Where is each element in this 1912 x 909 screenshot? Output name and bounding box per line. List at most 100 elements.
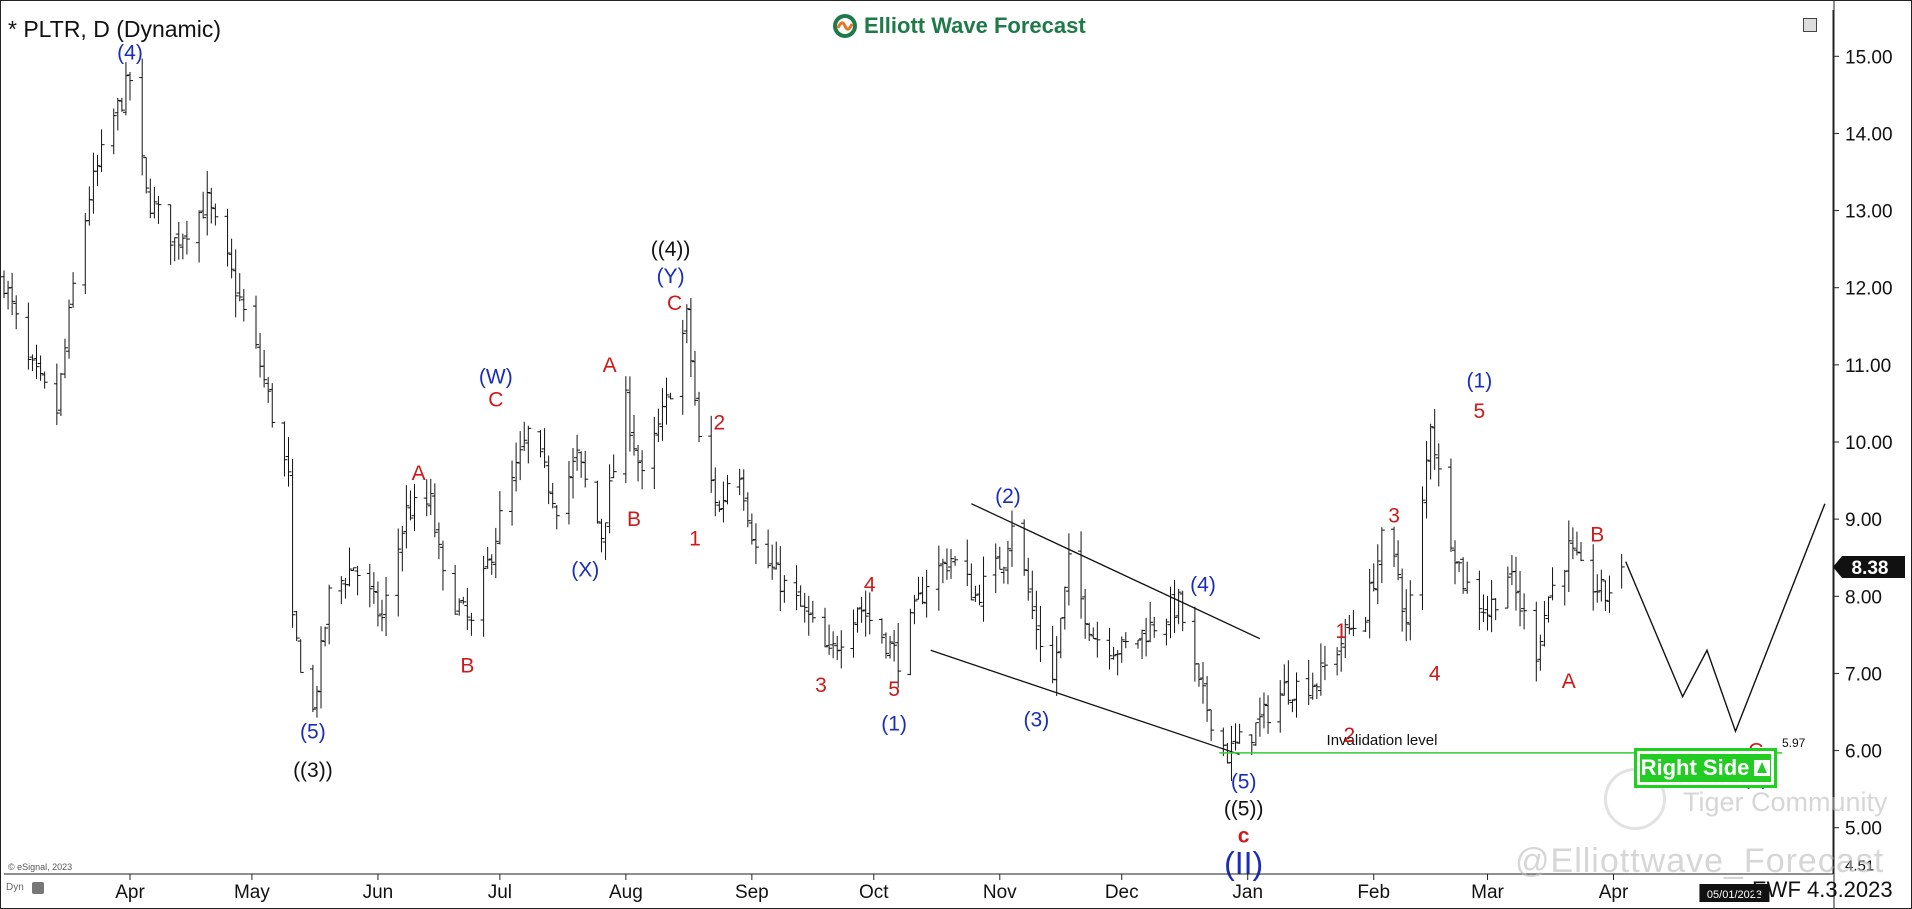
ohlc-bar: [525, 425, 532, 464]
ohlc-bar: [25, 302, 32, 370]
ohlc-bar: [570, 448, 577, 499]
ohlc-bar: [281, 421, 288, 477]
ohlc-bar: [1460, 557, 1467, 594]
ohlc-bar: [1204, 675, 1211, 722]
ohlc-bar: [1086, 622, 1093, 641]
y-tick-label: 15.00: [1845, 47, 1893, 68]
ohlc-bar: [122, 62, 129, 116]
ohlc-bar: [1281, 664, 1288, 696]
x-tick-label: Oct: [859, 882, 889, 903]
y-tick-label: 10.00: [1845, 433, 1893, 454]
invalidation-value: 5.97: [1782, 736, 1806, 750]
ohlc-bar: [37, 355, 44, 381]
ohlc-bar: [452, 564, 459, 615]
ohlc-bar: [679, 319, 686, 415]
wave-label: (Y): [657, 265, 685, 288]
ohlc-bar: [110, 108, 117, 155]
ohlc-bar: [1179, 590, 1186, 632]
ohlc-bar: [769, 544, 776, 580]
ohlc-bar: [854, 607, 861, 633]
wave-label: c: [1238, 824, 1250, 847]
x-tick-label: Jun: [363, 882, 394, 903]
y-tick-label: 12.00: [1845, 279, 1893, 300]
ohlc-bar: [752, 523, 759, 565]
ohlc-bar: [1492, 598, 1499, 621]
ohlc-bar: [513, 442, 520, 492]
ohlc-bar: [773, 541, 780, 570]
ohlc-bar: [545, 455, 552, 505]
ohlc-bar: [793, 565, 800, 611]
ohlc-bar: [972, 585, 979, 602]
ohlc-bar: [1293, 672, 1300, 718]
ohlc-bar: [1342, 618, 1349, 659]
ohlc-bar: [1309, 672, 1316, 700]
ohlc-bar: [423, 479, 430, 517]
wave-label: A: [1562, 670, 1576, 693]
ohlc-bar: [708, 415, 715, 493]
ohlc-bar: [200, 191, 207, 219]
wave-label: 5: [888, 678, 900, 701]
ohlc-bar: [1395, 540, 1402, 581]
ohlc-bar: [866, 592, 873, 635]
ohlc-bar: [90, 152, 97, 214]
ohlc-bar: [484, 547, 491, 569]
ohlc-bar: [878, 618, 885, 644]
ohlc-bar: [1521, 593, 1528, 630]
wave-label: (5): [1231, 770, 1257, 793]
ohlc-bar: [882, 632, 889, 659]
ohlc-bar: [919, 576, 926, 605]
last-price-tag: [1833, 555, 1905, 578]
ohlc-bar: [1456, 561, 1463, 572]
ohlc-bar: [1362, 616, 1369, 633]
ohlc-bar: [1541, 601, 1548, 647]
ohlc-bar: [683, 304, 690, 344]
ohlc-bar: [143, 157, 150, 194]
channel-line: [971, 503, 1261, 640]
ohlc-bar: [549, 483, 556, 509]
ohlc-bar: [887, 636, 894, 659]
ohlc-bar: [126, 71, 133, 101]
ohlc-bar: [297, 639, 304, 673]
ohlc-bar: [403, 485, 410, 549]
ohlc-bar: [948, 549, 955, 579]
dynamic-label: Dyn: [6, 882, 24, 893]
ohlc-bar: [313, 685, 320, 718]
ohlc-bar: [1488, 580, 1495, 633]
ohlc-bar: [338, 576, 345, 604]
ohlc-bar: [923, 569, 930, 618]
wave-label: 5: [1474, 400, 1486, 423]
invalidation-label: Invalidation level: [1327, 732, 1438, 749]
ohlc-bar: [94, 154, 101, 187]
ohlc-bar: [1317, 643, 1324, 696]
ohlc-bar: [196, 210, 203, 263]
y-tick-label: 14.00: [1845, 124, 1893, 145]
ohlc-bar: [578, 451, 585, 478]
ohlc-bar: [765, 529, 772, 569]
ohlc-bar: [204, 171, 211, 236]
ohlc-bar: [696, 391, 703, 443]
ohlc-bar: [82, 212, 89, 295]
cursor-date-box: [1699, 884, 1770, 902]
ohlc-bar: [838, 630, 845, 669]
wave-label: C: [667, 292, 682, 315]
ohlc-bar: [155, 195, 162, 224]
ohlc-bar: [964, 539, 971, 586]
restore-window-icon[interactable]: [1803, 18, 1817, 32]
ohlc-bar: [1118, 636, 1125, 663]
ohlc-bar: [797, 585, 804, 607]
ohlc-bar: [1004, 540, 1011, 585]
ohlc-bar: [326, 584, 333, 645]
wave-label: A: [412, 462, 426, 485]
ohlc-bar: [1037, 605, 1044, 662]
ohlc-bar: [663, 377, 670, 425]
ohlc-bar: [1476, 570, 1483, 630]
ohlc-bar: [265, 376, 272, 403]
dynamic-toggle-icon[interactable]: [32, 882, 44, 894]
ohlc-bar: [1122, 632, 1129, 649]
ohlc-bar: [460, 596, 467, 605]
ohlc-bar: [399, 525, 406, 572]
ohlc-bar: [61, 338, 68, 379]
wave-label: (II): [1224, 845, 1263, 881]
y-tick-label: 6.00: [1845, 742, 1882, 763]
